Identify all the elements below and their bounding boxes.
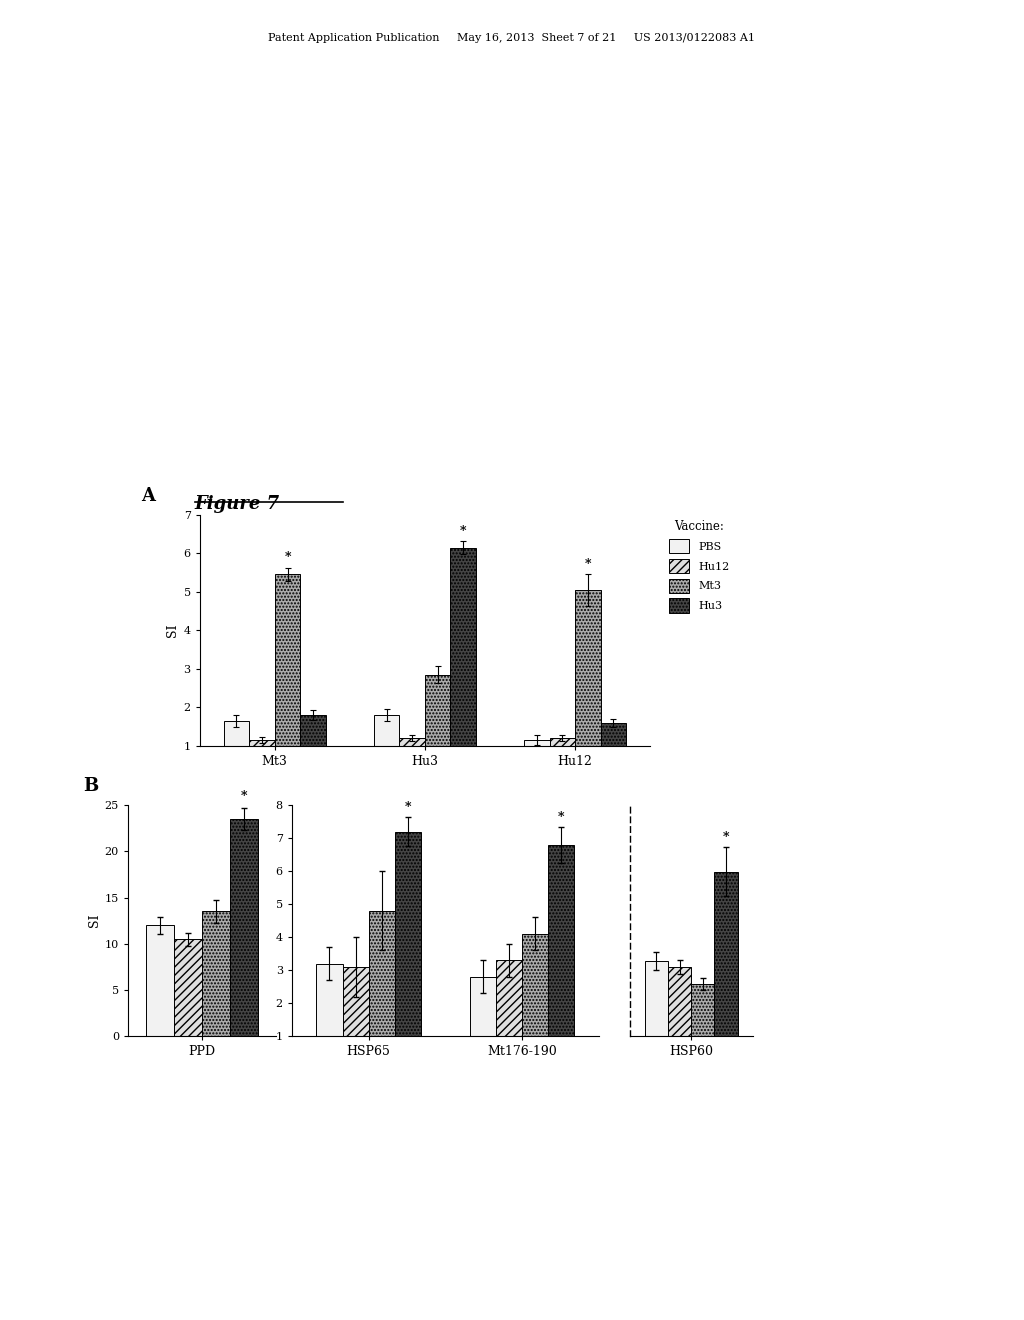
Bar xyxy=(425,675,451,746)
Bar xyxy=(174,940,203,1036)
Bar xyxy=(549,845,574,1036)
Bar xyxy=(249,741,274,746)
Bar xyxy=(316,964,342,1036)
Legend: PBS, Hu12, Mt3, Hu3: PBS, Hu12, Mt3, Hu3 xyxy=(670,520,729,612)
Bar xyxy=(522,935,549,1036)
Text: *: * xyxy=(241,791,248,804)
Bar xyxy=(575,590,601,746)
Y-axis label: SI: SI xyxy=(88,913,100,928)
Bar xyxy=(399,738,425,746)
Text: A: A xyxy=(141,487,155,506)
Bar xyxy=(369,911,395,1036)
Bar xyxy=(691,985,715,1036)
Bar xyxy=(223,721,249,746)
Bar xyxy=(395,832,421,1036)
Text: Patent Application Publication     May 16, 2013  Sheet 7 of 21     US 2013/01220: Patent Application Publication May 16, 2… xyxy=(268,33,756,44)
Text: *: * xyxy=(404,801,411,814)
Bar xyxy=(550,738,575,746)
Bar xyxy=(451,548,476,746)
Text: *: * xyxy=(558,810,564,824)
Text: B: B xyxy=(83,777,98,796)
Text: *: * xyxy=(460,524,467,537)
Bar xyxy=(146,925,174,1036)
Bar xyxy=(374,715,399,746)
Text: Figure 7: Figure 7 xyxy=(195,495,280,513)
Text: *: * xyxy=(723,832,729,845)
Bar xyxy=(300,715,326,746)
Bar xyxy=(668,966,691,1036)
Bar xyxy=(230,818,258,1036)
Text: *: * xyxy=(285,552,291,565)
Bar xyxy=(470,977,496,1036)
Bar xyxy=(496,961,522,1036)
Text: *: * xyxy=(585,557,591,570)
Y-axis label: SI: SI xyxy=(166,623,179,638)
Bar xyxy=(601,722,627,746)
Bar xyxy=(274,574,300,746)
Bar xyxy=(645,961,668,1036)
Bar xyxy=(342,966,369,1036)
Bar xyxy=(715,871,737,1036)
Bar xyxy=(203,911,230,1036)
Bar xyxy=(524,741,550,746)
